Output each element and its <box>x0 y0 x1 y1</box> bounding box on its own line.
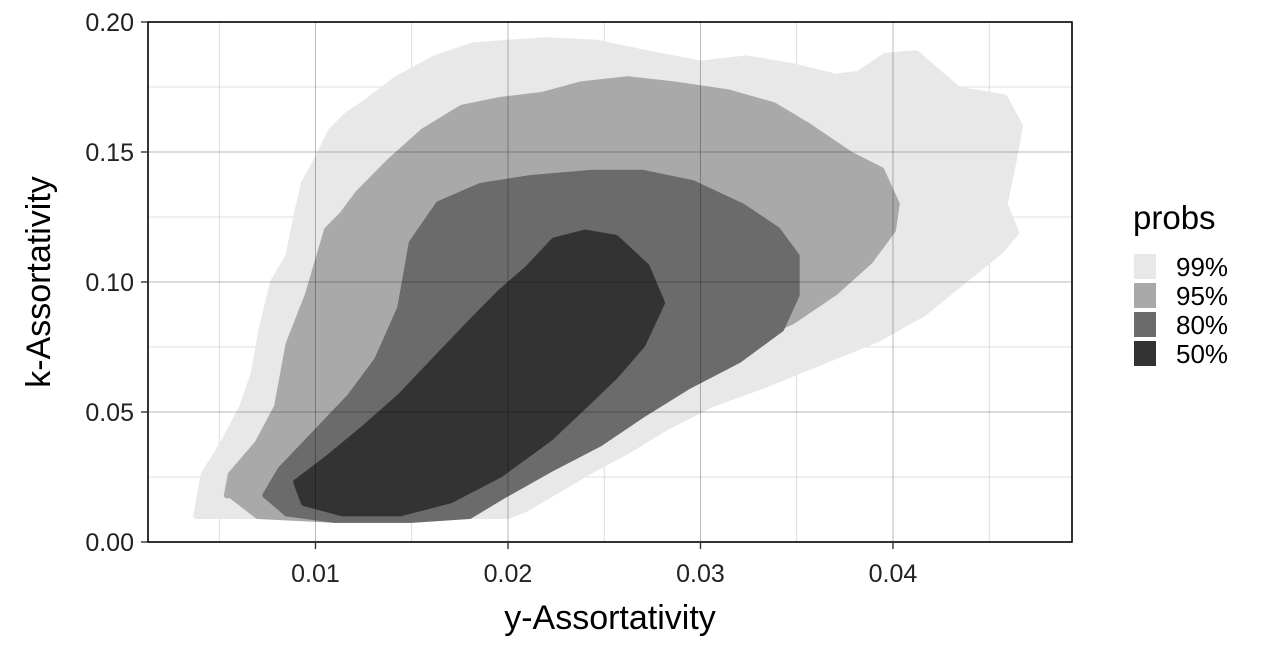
y-axis-title: k-Assortativity <box>20 176 58 388</box>
legend: probs 99% 95% 80% 50% <box>1133 199 1228 369</box>
y-tick-label: 0.10 <box>85 269 134 297</box>
x-tick-label: 0.01 <box>291 560 340 588</box>
x-axis: 0.01 0.02 0.03 0.04 <box>291 542 917 588</box>
legend-swatch-80 <box>1134 312 1156 337</box>
y-axis: 0.00 0.05 0.10 0.15 0.20 <box>85 9 148 557</box>
legend-swatch-99 <box>1134 254 1156 279</box>
legend-label-50: 50% <box>1176 339 1228 369</box>
legend-swatch-95 <box>1134 283 1156 308</box>
x-tick-label: 0.04 <box>869 560 918 588</box>
x-tick-label: 0.03 <box>676 560 725 588</box>
legend-title: probs <box>1133 199 1216 236</box>
contour-50-region <box>293 229 665 517</box>
y-tick-label: 0.20 <box>85 9 134 37</box>
x-axis-title: y-Assortativity <box>504 599 716 637</box>
legend-label-95: 95% <box>1176 281 1228 311</box>
legend-label-80: 80% <box>1176 310 1228 340</box>
contour-regions <box>193 37 1023 523</box>
y-tick-label: 0.05 <box>85 399 134 427</box>
y-tick-label: 0.15 <box>85 139 134 167</box>
legend-label-99: 99% <box>1176 252 1228 282</box>
x-tick-label: 0.02 <box>484 560 533 588</box>
legend-swatch-50 <box>1134 341 1156 366</box>
y-tick-label: 0.00 <box>85 529 134 557</box>
